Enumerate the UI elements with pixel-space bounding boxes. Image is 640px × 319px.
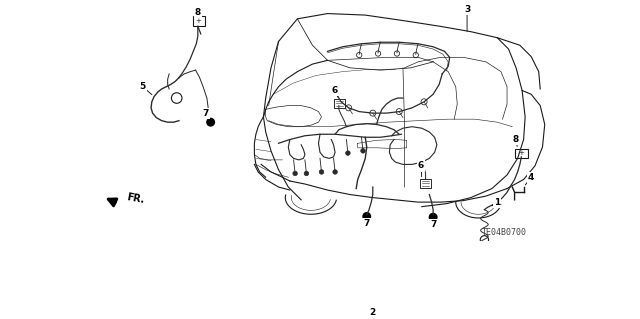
- Text: 4: 4: [528, 173, 534, 182]
- Text: 1: 1: [494, 197, 500, 207]
- Text: 8: 8: [195, 8, 201, 17]
- Text: 3: 3: [464, 4, 470, 13]
- Text: 5: 5: [140, 82, 146, 91]
- Circle shape: [363, 213, 371, 220]
- Text: 8: 8: [513, 135, 519, 144]
- Text: 6: 6: [418, 161, 424, 170]
- Text: 7: 7: [364, 219, 370, 228]
- Text: 7: 7: [202, 109, 209, 118]
- Circle shape: [319, 170, 324, 174]
- Text: 7: 7: [430, 220, 436, 229]
- FancyBboxPatch shape: [334, 99, 345, 108]
- Text: +: +: [196, 18, 202, 24]
- Circle shape: [293, 171, 298, 176]
- FancyBboxPatch shape: [420, 179, 431, 188]
- Text: 6: 6: [332, 86, 338, 95]
- Circle shape: [304, 171, 308, 176]
- Circle shape: [207, 118, 214, 126]
- FancyBboxPatch shape: [193, 16, 205, 26]
- Text: FR.: FR.: [125, 193, 145, 205]
- Text: TE04B0700: TE04B0700: [483, 228, 527, 237]
- Circle shape: [346, 151, 350, 155]
- Circle shape: [333, 170, 337, 174]
- Circle shape: [361, 149, 365, 153]
- Text: 2: 2: [370, 308, 376, 317]
- FancyBboxPatch shape: [515, 149, 528, 158]
- Text: +: +: [518, 150, 524, 156]
- Circle shape: [429, 213, 437, 221]
